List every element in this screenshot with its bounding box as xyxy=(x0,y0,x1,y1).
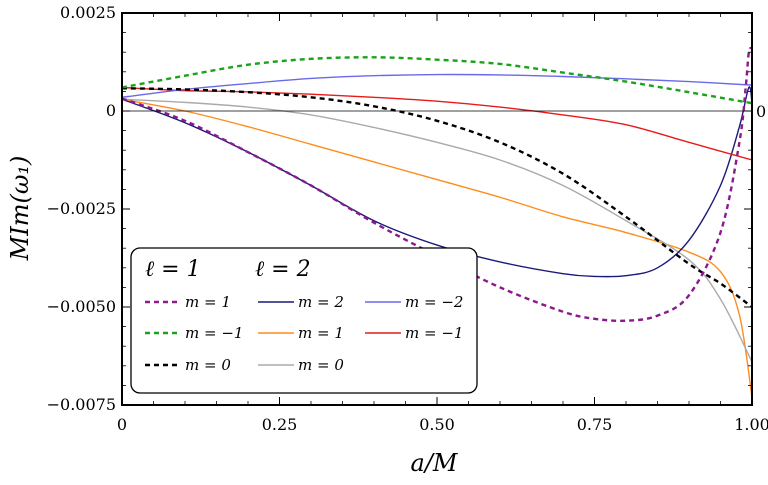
x-tick-label: 0.75 xyxy=(577,415,613,434)
legend-label: m = 1 xyxy=(185,293,231,311)
legend-header-l2: ℓ = 2 xyxy=(255,257,311,282)
legend-label: m = −1 xyxy=(405,324,463,342)
y-tick-label: 0.0025 xyxy=(60,3,116,22)
legend-label: m = 1 xyxy=(298,324,344,342)
series-line-l2-6 xyxy=(122,73,752,98)
series-line-l1-2 xyxy=(122,87,752,308)
legend-label: m = 0 xyxy=(298,356,344,374)
x-tick-label: 1.00 xyxy=(734,415,768,434)
legend-header-l1: ℓ = 1 xyxy=(145,257,201,282)
legend-label: m = 2 xyxy=(298,293,344,311)
series-line-l1-1 xyxy=(122,56,752,105)
legend-entries: m = 1 m = 2 m = −2 m = −1 m = 1 m = −1 m = 0 m … xyxy=(145,293,463,374)
legend-label: m = −1 xyxy=(185,324,243,342)
y-tick-label: −0.0025 xyxy=(47,199,116,218)
y-tick-label: −0.0050 xyxy=(47,297,116,316)
series-line-l2-5 xyxy=(122,86,752,161)
y-tick-label: 0 xyxy=(106,101,116,120)
curves-group xyxy=(122,46,752,398)
y-tick-label: −0.0075 xyxy=(47,395,116,414)
series-line-l1-0 xyxy=(122,46,752,323)
legend-label: m = −2 xyxy=(405,293,463,311)
series-line-l2-7 xyxy=(122,98,752,363)
y-axis-label: MIm(ω₁) xyxy=(6,156,34,262)
x-tick-label: 0.25 xyxy=(262,415,298,434)
series-line-l2-4 xyxy=(122,98,752,398)
y-axis-ticks: 0.0025 0 −0.0025 −0.0050 −0.0075 xyxy=(47,3,752,414)
legend-box xyxy=(130,247,478,394)
x-tick-label: 0 xyxy=(117,415,127,434)
x-tick-label: 0.50 xyxy=(419,415,455,434)
legend-label: m = 0 xyxy=(185,356,231,374)
x-axis-label: a/M xyxy=(411,449,459,477)
x-axis-ticks: 0 0.25 0.50 0.75 1.00 xyxy=(117,13,768,434)
right-zero-label: 0 xyxy=(756,102,766,121)
